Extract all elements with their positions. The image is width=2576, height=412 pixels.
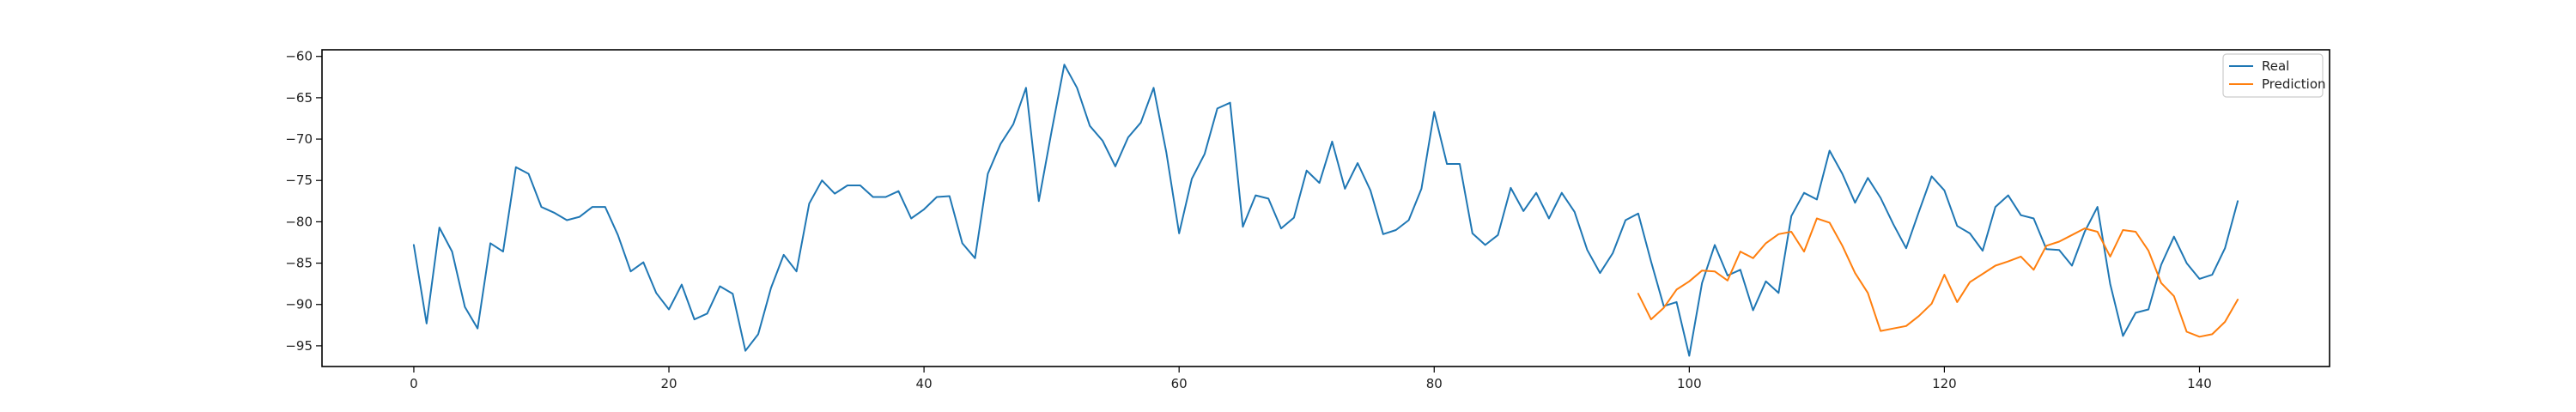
legend-label-real: Real (2262, 58, 2289, 74)
x-tick-label: 140 (2187, 376, 2212, 391)
plot-frame (321, 49, 2330, 367)
x-tick-label: 40 (916, 376, 933, 391)
legend-label-prediction: Prediction (2262, 76, 2326, 92)
x-tick-label: 120 (1932, 376, 1957, 391)
x-tick-label: 60 (1171, 376, 1188, 391)
y-tick-label: −75 (285, 173, 313, 188)
x-tick-label: 20 (660, 376, 677, 391)
y-tick-label: −95 (285, 338, 313, 354)
series-line-real (412, 64, 2239, 357)
y-tick-label: −70 (285, 131, 313, 147)
y-tick-label: −65 (285, 90, 313, 106)
y-axis: −60 −65 −70 −75 −80 −85 −90 −95 (285, 49, 322, 354)
y-tick-label: −80 (285, 214, 313, 229)
series-line-prediction (1637, 217, 2239, 338)
x-tick-label: 100 (1677, 376, 1702, 391)
y-tick-label: −85 (285, 256, 313, 271)
y-tick-label: −60 (285, 49, 313, 64)
y-tick-label: −90 (285, 297, 313, 312)
x-axis: 0 20 40 60 80 100 120 140 (410, 367, 2212, 391)
series-layer (412, 64, 2239, 357)
legend-box (2222, 53, 2324, 98)
x-tick-label: 80 (1426, 376, 1443, 391)
legend: Real Prediction (2222, 53, 2326, 98)
x-tick-label: 0 (410, 376, 418, 391)
